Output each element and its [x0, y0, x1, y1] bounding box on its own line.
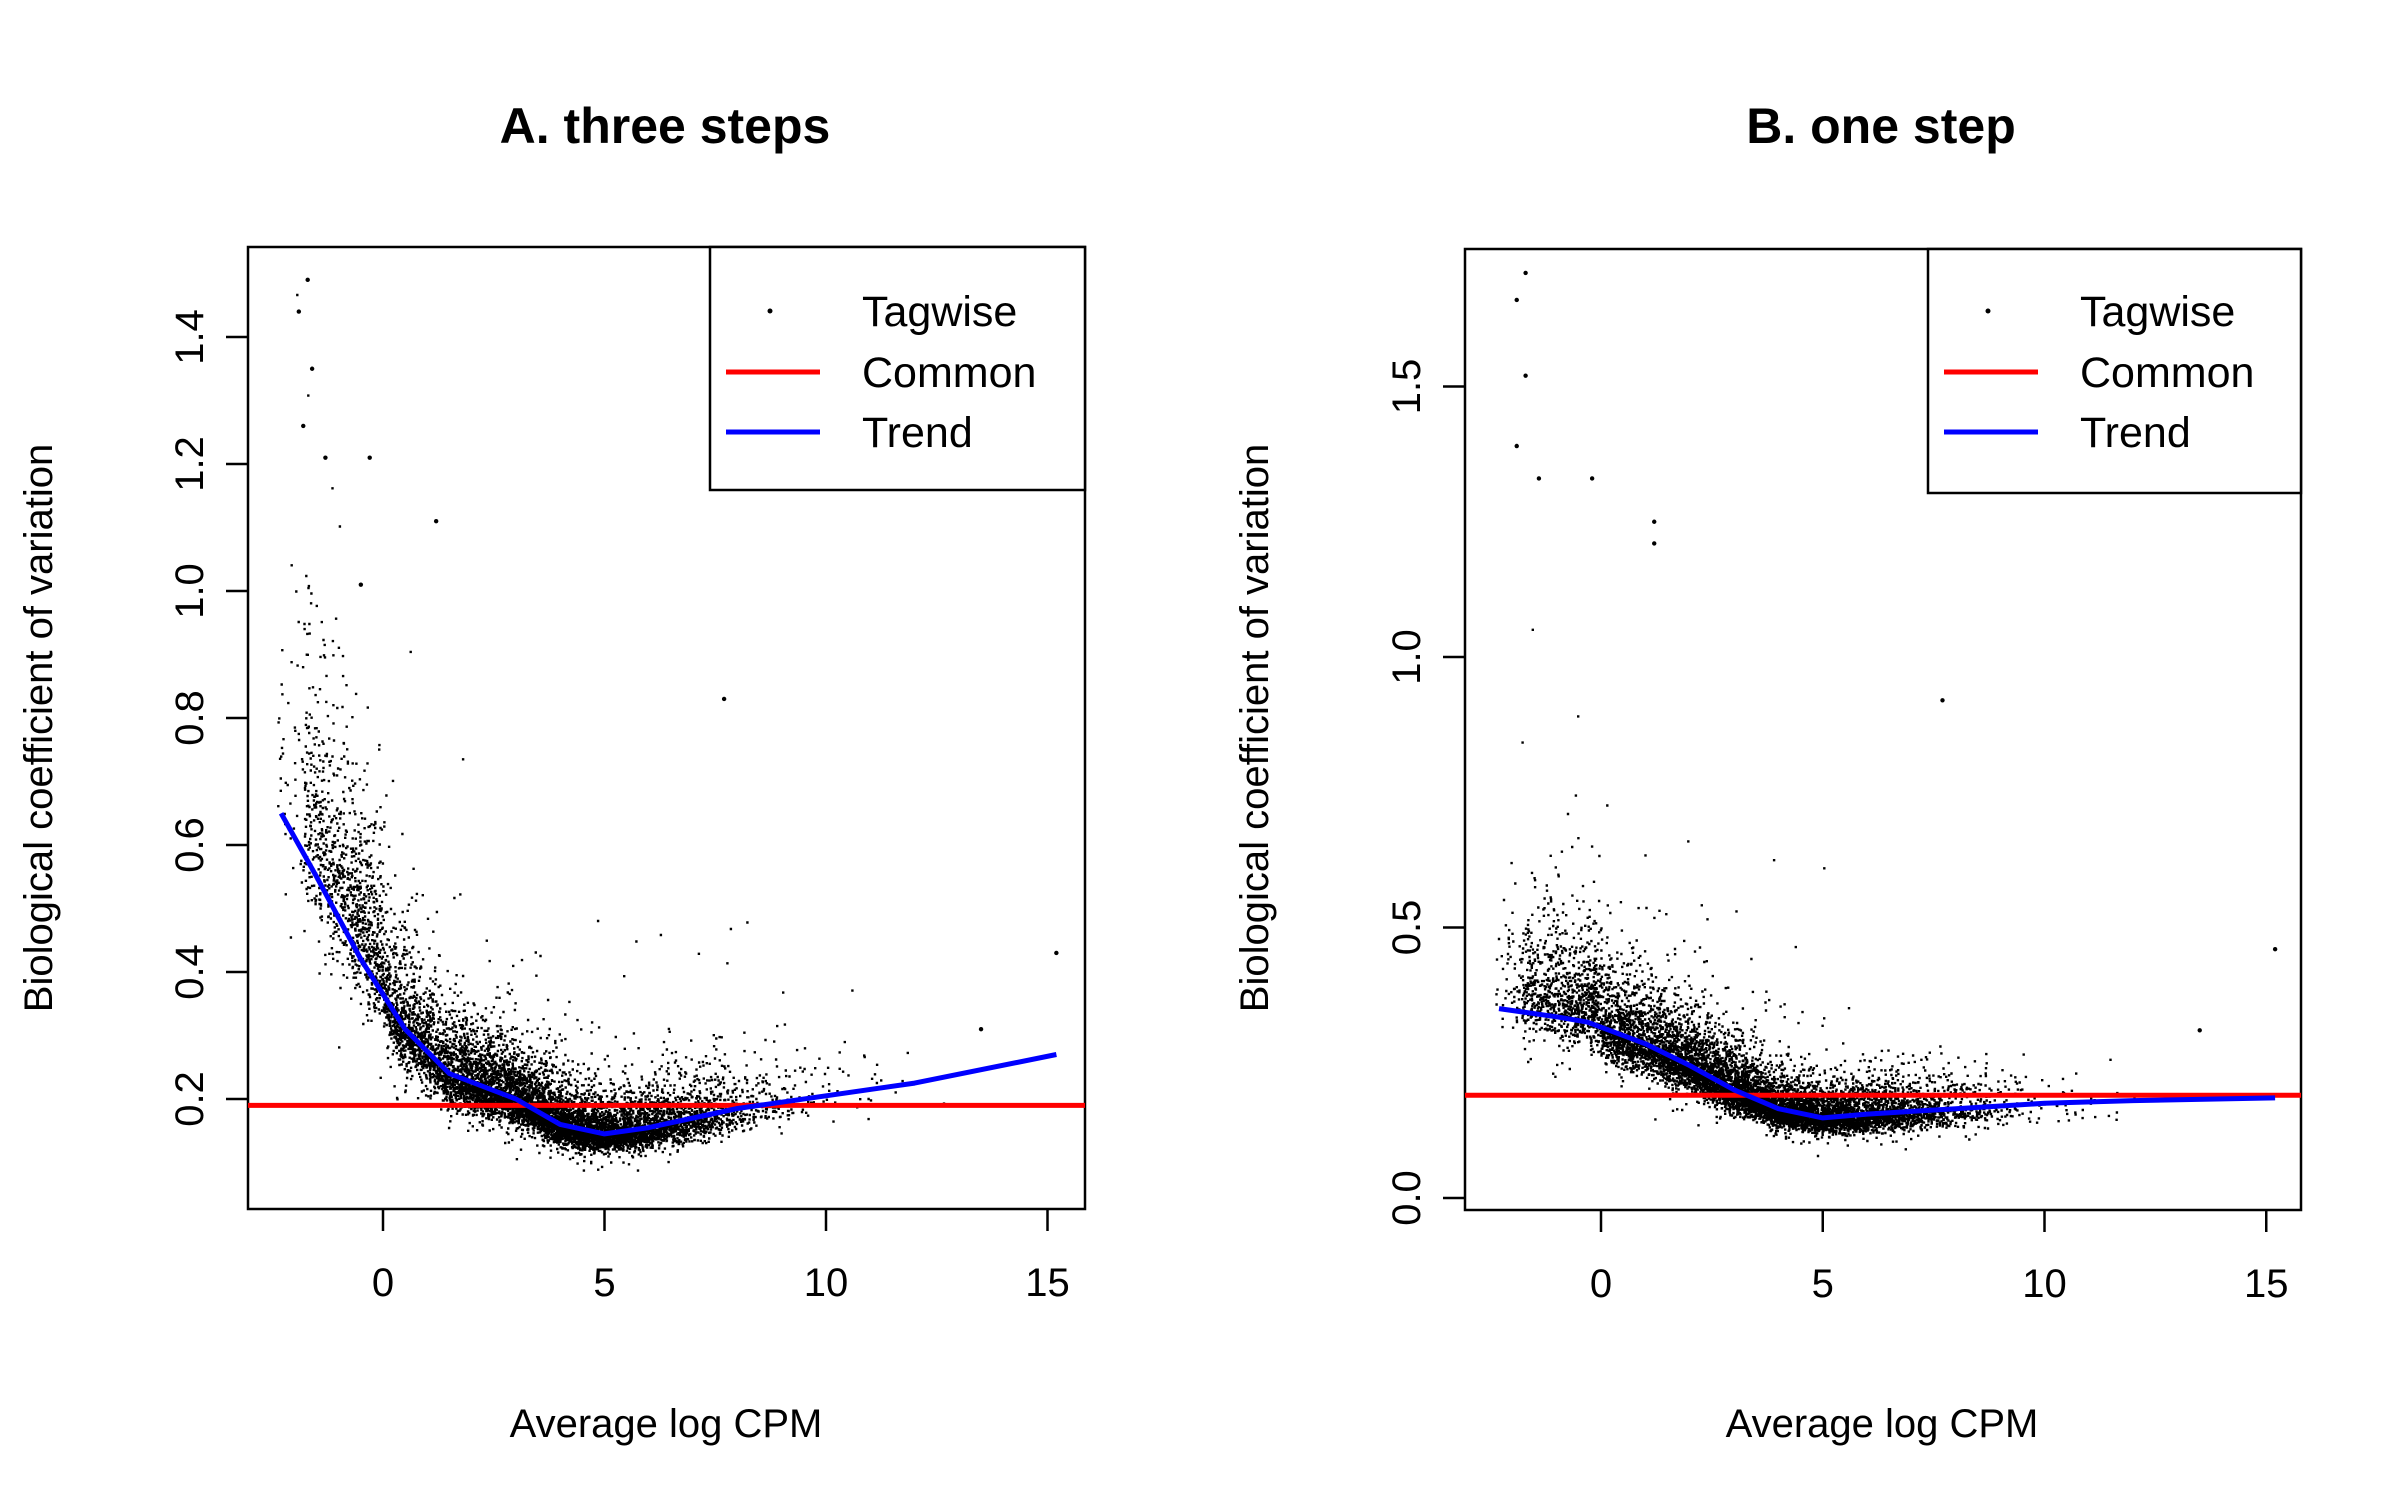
- y-tick-label: 0.6: [168, 817, 212, 873]
- fit-lines: [1465, 1006, 2301, 1121]
- legend-tagwise-label: Tagwise: [2080, 288, 2235, 336]
- y-axis-label: Biological coefficient of variation: [1233, 444, 1277, 1012]
- tagwise-point: [301, 423, 306, 429]
- panel-a-three-steps: A. three steps 0 5 10 15 0.2 0.4 0.6 0.8 1.0 1.2…: [17, 98, 1087, 1446]
- tagwise-point: [433, 518, 439, 524]
- x-axis: 0 5 10 15: [1590, 1210, 2289, 1306]
- x-tick-label: 10: [804, 1261, 849, 1305]
- tagwise-point: [2272, 946, 2278, 952]
- y-tick-label: 1.4: [168, 309, 212, 365]
- chart-title: A. three steps: [500, 98, 831, 154]
- tagwise-point: [1514, 443, 1519, 449]
- tagwise-point: [1652, 541, 1657, 546]
- tagwise-point: [2197, 1028, 2202, 1033]
- tagwise-point: [1514, 297, 1519, 303]
- chart-title: B. one step: [1746, 98, 2015, 154]
- tagwise-points: [1495, 270, 2278, 1158]
- tagwise-point: [296, 309, 302, 314]
- tagwise-point: [1523, 373, 1528, 378]
- tagwise-point: [1536, 476, 1542, 481]
- tagwise-point: [1652, 519, 1657, 524]
- x-axis-label: Average log CPM: [510, 1402, 823, 1446]
- x-tick-label: 15: [1025, 1261, 1070, 1305]
- y-tick-label: 0.2: [168, 1071, 212, 1127]
- plot-frame: [1463, 247, 2303, 1212]
- legend-trend-label: Trend: [2080, 409, 2191, 457]
- tagwise-points: [277, 277, 1059, 1172]
- tagwise-point: [367, 455, 372, 460]
- y-tick-label: 1.2: [168, 436, 212, 492]
- tagwise-point: [358, 582, 364, 587]
- y-axis: 0.0 0.5 1.0 1.5: [1385, 359, 1465, 1226]
- tagwise-point: [323, 455, 328, 460]
- plot-frame: [246, 245, 1087, 1211]
- x-axis: 0 5 10 15: [372, 1209, 1070, 1305]
- y-tick-label: 1.0: [168, 563, 212, 619]
- x-tick-label: 5: [1812, 1262, 1834, 1306]
- legend-box: [708, 245, 1087, 492]
- trend-line: [1498, 1006, 2276, 1121]
- tagwise-point: [305, 277, 310, 283]
- y-tick-label: 0.4: [168, 944, 212, 1000]
- legend-common-label: Common: [2080, 349, 2254, 397]
- legend-common-label: Common: [862, 349, 1036, 397]
- tagwise-point: [721, 696, 727, 702]
- tagwise-point-cloud: [1495, 628, 2136, 1158]
- tagwise-point: [1589, 476, 1595, 481]
- legend-tagwise-marker: [767, 308, 773, 314]
- x-tick-label: 0: [1590, 1262, 1612, 1306]
- legend-tagwise-label: Tagwise: [862, 288, 1017, 336]
- tagwise-point: [1523, 270, 1528, 276]
- x-tick-label: 5: [593, 1261, 615, 1305]
- trend-line: [278, 812, 1057, 1137]
- y-axis-label: Biological coefficient of variation: [17, 444, 61, 1012]
- tagwise-point: [309, 366, 315, 371]
- tagwise-point: [1054, 950, 1059, 956]
- y-tick-label: 0.5: [1385, 900, 1429, 956]
- x-axis-label: Average log CPM: [1726, 1402, 2039, 1446]
- legend-tagwise-marker: [1985, 308, 1991, 314]
- legend-trend-label: Trend: [862, 409, 973, 457]
- x-tick-label: 10: [2022, 1262, 2067, 1306]
- y-tick-label: 1.0: [1385, 629, 1429, 685]
- legend: Tagwise Common Trend: [708, 245, 1087, 492]
- panel-b-one-step: B. one step 0 5 10 15 0.0 0.5 1.0 1.5 Average …: [1233, 98, 2303, 1446]
- y-axis: 0.2 0.4 0.6 0.8 1.0 1.2 1.4: [168, 309, 248, 1127]
- y-tick-label: 0.0: [1385, 1170, 1429, 1226]
- tagwise-point: [1940, 698, 1945, 703]
- legend: Tagwise Common Trend: [1926, 247, 2303, 495]
- y-tick-label: 0.8: [168, 690, 212, 746]
- x-tick-label: 15: [2244, 1262, 2289, 1306]
- tagwise-point: [978, 1026, 984, 1032]
- y-tick-label: 1.5: [1385, 359, 1429, 415]
- fit-lines: [248, 812, 1085, 1137]
- x-tick-label: 0: [372, 1261, 394, 1305]
